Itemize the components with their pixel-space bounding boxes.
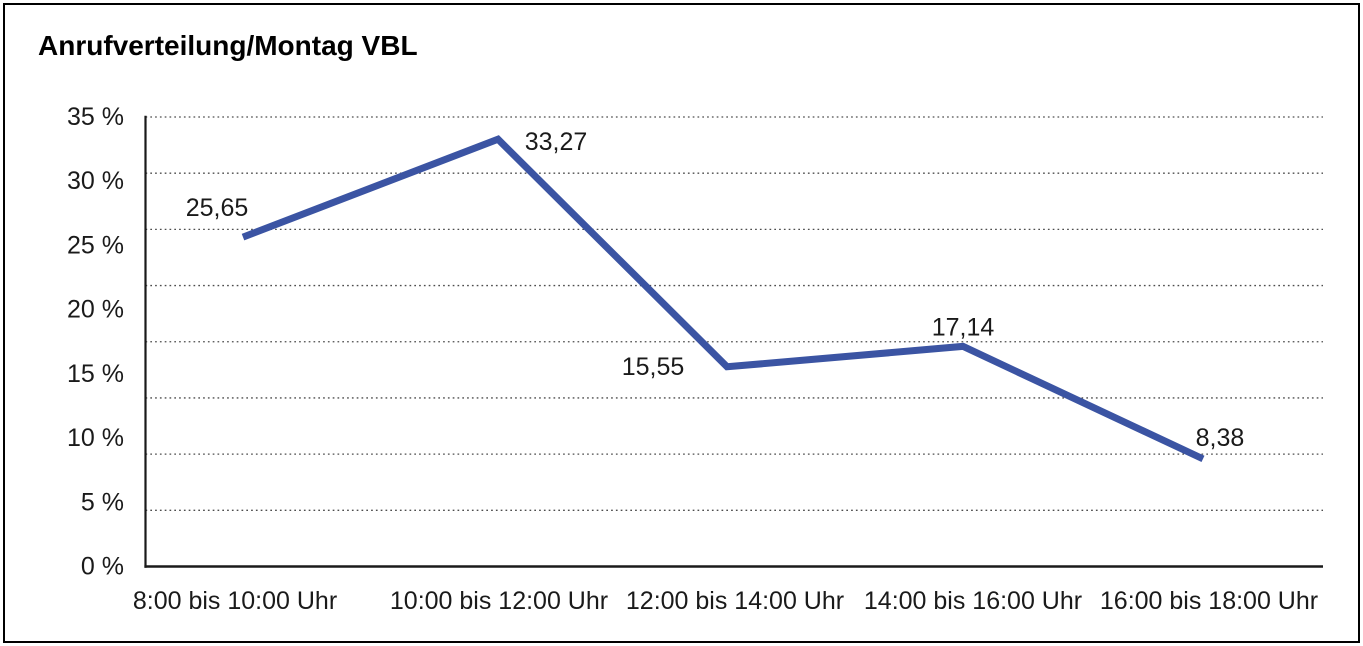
data-value-label: 25,65 <box>186 194 249 222</box>
series-line <box>241 135 1205 463</box>
y-tick-label: 15 % <box>67 360 124 388</box>
y-tick-label: 10 % <box>67 424 124 452</box>
x-category-label: 12:00 bis 14:00 Uhr <box>626 587 844 615</box>
y-tick-label: 5 % <box>81 488 124 516</box>
y-axis-labels: 35 % 30 % 25 % 20 % 15 % 10 % 5 % 0 % <box>67 103 124 581</box>
page-border <box>3 3 1360 643</box>
y-tick-label: 25 % <box>67 231 124 259</box>
series <box>241 135 1205 463</box>
x-category-label: 8:00 bis 10:00 Uhr <box>133 587 337 615</box>
x-category-label: 14:00 bis 16:00 Uhr <box>864 587 1082 615</box>
x-category-label: 16:00 bis 18:00 Uhr <box>1100 587 1318 615</box>
y-tick-label: 20 % <box>67 296 124 324</box>
data-value-label: 8,38 <box>1196 424 1245 452</box>
chart-title: Anrufverteilung/Montag VBL <box>38 30 418 61</box>
y-tick-label: 0 % <box>81 553 124 581</box>
gridlines <box>145 116 1323 511</box>
x-axis-labels: 8:00 bis 10:00 Uhr 10:00 bis 12:00 Uhr 12:… <box>133 587 1318 615</box>
data-value-label: 15,55 <box>622 353 685 381</box>
data-value-label: 33,27 <box>525 128 588 156</box>
x-category-label: 10:00 bis 12:00 Uhr <box>390 587 608 615</box>
y-tick-label: 30 % <box>67 167 124 195</box>
y-tick-label: 35 % <box>67 103 124 131</box>
axes <box>144 115 1323 568</box>
data-value-label: 17,14 <box>932 313 995 341</box>
data-value-labels: 25,65 33,27 15,55 17,14 8,38 <box>186 128 1245 452</box>
